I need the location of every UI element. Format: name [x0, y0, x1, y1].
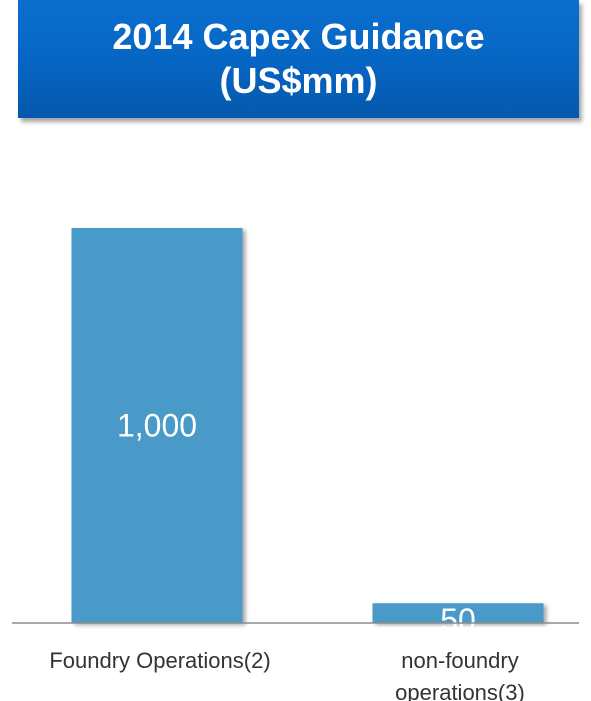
chart-title-banner: 2014 Capex Guidance (US$mm) [18, 0, 579, 118]
data-label-1: 1,000 [117, 408, 197, 444]
category-label-2-line-2: operations(3) [395, 680, 525, 701]
category-label-1: Foundry Operations(2) [49, 648, 270, 673]
bar-2 [372, 603, 544, 623]
category-label-2: non-foundry operations(3) [395, 648, 525, 701]
data-label-2: 50 [440, 602, 476, 638]
category-label-1-line-1: Foundry Operations(2) [49, 648, 270, 673]
chart-title-line-1: 2014 Capex Guidance [112, 16, 485, 57]
category-label-2-line-1: non-foundry [401, 648, 518, 673]
chart-title-line-2: (US$mm) [219, 60, 378, 101]
bar-1 [71, 228, 243, 623]
chart-title: 2014 Capex Guidance (US$mm) [18, 15, 579, 103]
